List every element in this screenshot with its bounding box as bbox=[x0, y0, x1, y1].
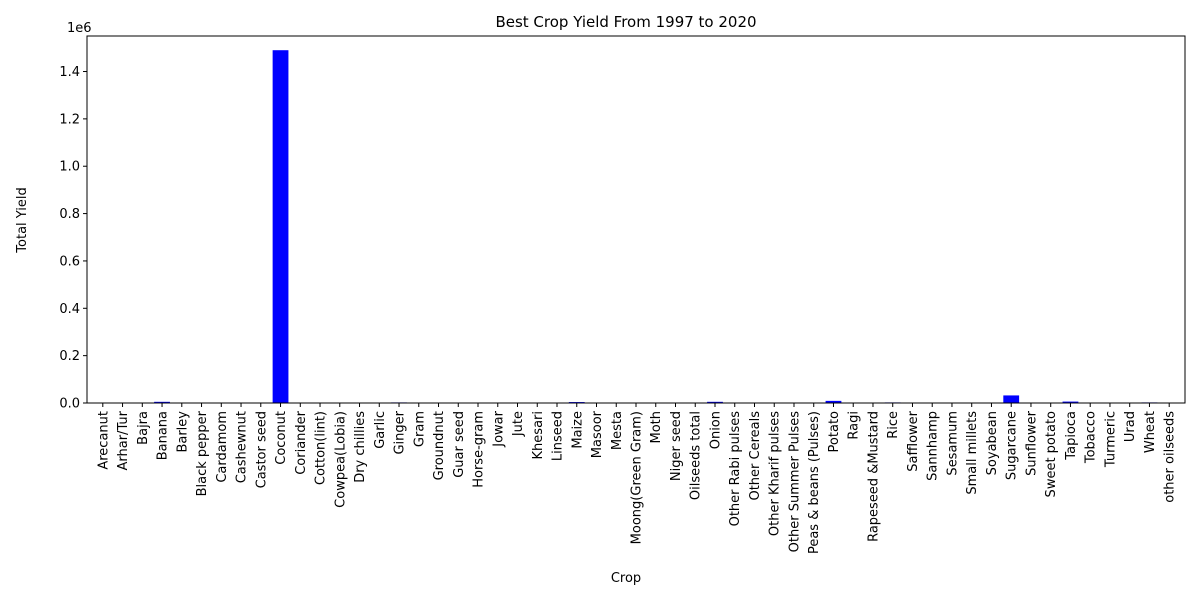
x-tick-label: Gram bbox=[412, 411, 427, 447]
bars-group bbox=[94, 50, 1178, 403]
x-tick-label: Arecanut bbox=[96, 411, 111, 470]
x-tick-label: Cashewnut bbox=[235, 411, 250, 483]
x-tick-label: Bajra bbox=[136, 411, 151, 445]
y-tick-label: 0.6 bbox=[59, 254, 80, 269]
x-tick-label: Jute bbox=[511, 411, 526, 437]
chart-title: Best Crop Yield From 1997 to 2020 bbox=[495, 13, 756, 31]
y-tick-label: 1.0 bbox=[59, 160, 80, 175]
x-tick-label: Cowpea(Lobia) bbox=[333, 411, 348, 508]
bar bbox=[1062, 401, 1079, 403]
x-tick-label: Urad bbox=[1123, 411, 1138, 442]
x-tick-label: Jowar bbox=[491, 410, 506, 447]
x-tick-label: Small millets bbox=[965, 411, 980, 495]
y-tick-label: 0.4 bbox=[59, 302, 80, 317]
x-tick-label: Black pepper bbox=[195, 410, 210, 496]
x-tick-label: Cotton(lint) bbox=[314, 411, 329, 485]
x-tick-label: Castor seed bbox=[254, 411, 269, 488]
x-tick-label: Rice bbox=[886, 411, 901, 439]
x-tick-label: Maize bbox=[570, 411, 585, 449]
x-tick-label: Tobacco bbox=[1084, 411, 1099, 464]
y-tick-label: 0.8 bbox=[59, 207, 80, 222]
x-axis-label: Crop bbox=[611, 571, 641, 586]
x-tick-label: Sesamum bbox=[945, 411, 960, 476]
x-tick-label: other oilseeds bbox=[1163, 411, 1178, 503]
x-tick-label: Sannhamp bbox=[926, 411, 941, 481]
x-tick-label: Banana bbox=[156, 411, 171, 460]
x-tick-label: Cardamom bbox=[215, 411, 230, 483]
x-tick-label: Moth bbox=[649, 411, 664, 444]
x-tick-label: Oilseeds total bbox=[689, 411, 704, 500]
bar bbox=[1003, 395, 1020, 403]
y-tick-label: 1.4 bbox=[59, 65, 80, 80]
x-tick-label: Guar seed bbox=[452, 411, 467, 478]
x-tick-label: Other Kharif pulses bbox=[768, 411, 783, 536]
x-tick-label: Moong(Green Gram) bbox=[630, 411, 645, 544]
x-tick-label: Peas & beans (Pulses) bbox=[807, 411, 822, 554]
bar bbox=[707, 401, 723, 403]
x-tick-label: Arhar/Tur bbox=[116, 410, 131, 470]
x-tick-label: Tapioca bbox=[1064, 411, 1079, 461]
x-tick-label: Niger seed bbox=[669, 411, 684, 481]
x-tick-label: Rapeseed &Mustard bbox=[866, 411, 881, 542]
plot-frame bbox=[86, 35, 1186, 404]
x-tick-label: Khesari bbox=[531, 411, 546, 459]
x-ticks-group: Arecanut Arhar/Tur Bajra Banana Barley Black … bbox=[96, 403, 1178, 554]
x-tick-label: Coconut bbox=[274, 411, 289, 465]
x-tick-label: Barley bbox=[175, 411, 190, 453]
x-tick-label: Sunflower bbox=[1024, 410, 1039, 476]
x-tick-label: Coriander bbox=[294, 410, 309, 474]
x-tick-label: Turmeric bbox=[1103, 411, 1118, 468]
y-tick-label: 1.2 bbox=[59, 112, 80, 127]
x-tick-label: Dry chillies bbox=[353, 411, 368, 483]
y-ticks-group: 0.0 0.2 0.4 0.6 0.8 1.0 1.2 1.4 bbox=[59, 65, 87, 412]
x-tick-label: Other Cereals bbox=[748, 411, 763, 501]
x-tick-label: Other Rabi pulses bbox=[728, 411, 743, 527]
x-tick-label: Potato bbox=[827, 411, 842, 452]
bar bbox=[825, 400, 842, 403]
y-tick-label: 0.2 bbox=[59, 349, 80, 364]
y-tick-label: 0.0 bbox=[59, 397, 80, 412]
x-tick-label: Masoor bbox=[590, 410, 605, 458]
x-tick-label: Wheat bbox=[1143, 411, 1158, 453]
y-axis-scale-label: 1e6 bbox=[67, 21, 92, 36]
x-tick-label: Garlic bbox=[373, 411, 388, 449]
x-tick-label: Linseed bbox=[551, 411, 566, 461]
x-tick-label: Groundnut bbox=[432, 411, 447, 480]
x-tick-label: Mesta bbox=[610, 411, 625, 450]
x-tick-label: Onion bbox=[708, 411, 723, 449]
y-axis-label: Total Yield bbox=[15, 187, 30, 253]
x-tick-label: Ginger bbox=[393, 410, 408, 454]
bar bbox=[154, 401, 170, 403]
x-tick-label: Ragi bbox=[847, 411, 862, 440]
x-tick-label: Other Summer Pulses bbox=[787, 411, 802, 553]
x-tick-label: Sugarcane bbox=[1005, 411, 1020, 480]
x-tick-label: Sweet potato bbox=[1044, 411, 1059, 497]
bar bbox=[272, 50, 289, 403]
x-tick-label: Safflower bbox=[906, 410, 921, 471]
x-tick-label: Horse-gram bbox=[472, 411, 487, 488]
x-tick-label: Soyabean bbox=[985, 411, 1000, 475]
